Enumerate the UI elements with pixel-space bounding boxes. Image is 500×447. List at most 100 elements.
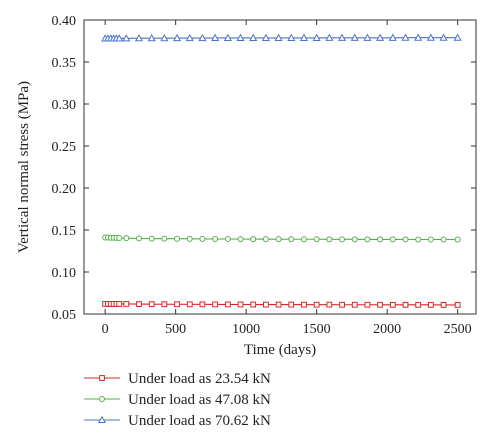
data-point (301, 301, 307, 308)
legend-marker (99, 396, 105, 402)
data-point (148, 235, 155, 242)
data-point (287, 33, 296, 41)
x-tick-label: 1500 (303, 322, 331, 337)
legend-marker (99, 375, 105, 381)
data-point (250, 301, 257, 308)
data-point (377, 236, 384, 243)
data-point (389, 236, 396, 243)
legend-label: Under load as 47.08 kN (128, 392, 271, 408)
data-point (351, 301, 358, 308)
legend-entry-23-54-kn: Under load as 23.54 kN (84, 371, 271, 387)
y-ticks: 0.05 0.10 0.15 0.20 0.25 0.30 0.35 0.40 (52, 14, 476, 323)
y-tick-label: 0.35 (52, 56, 77, 71)
data-point (350, 33, 359, 41)
data-point (116, 234, 123, 241)
data-point (212, 301, 219, 308)
data-point (136, 301, 142, 307)
data-point (415, 236, 422, 243)
data-point (174, 301, 180, 308)
data-point (199, 235, 206, 242)
data-point (313, 236, 320, 243)
x-tick-label: 1000 (232, 322, 260, 337)
data-point (211, 33, 220, 42)
legend-entry-70-62-kn: Under load as 70.62 kN (84, 413, 271, 429)
data-point (237, 236, 244, 243)
data-point (389, 301, 396, 308)
series-2 (101, 33, 462, 42)
data-point (212, 235, 219, 242)
series-0 (102, 301, 461, 308)
x-axis-label: Time (days) (244, 342, 316, 358)
data-point (402, 301, 409, 308)
data-point (223, 33, 232, 42)
data-point (224, 235, 231, 242)
data-point (123, 235, 130, 242)
data-point (351, 236, 358, 243)
series-1 (102, 234, 461, 243)
data-point (116, 301, 123, 307)
data-point (261, 33, 270, 41)
data-point (275, 236, 282, 243)
y-tick-label: 0.30 (52, 98, 77, 113)
data-point (249, 33, 258, 42)
data-point (426, 33, 435, 41)
data-point (262, 236, 269, 243)
plot-frame (83, 19, 477, 315)
x-tick-label: 2000 (373, 322, 401, 337)
data-point (198, 33, 207, 42)
data-point (173, 33, 182, 42)
y-tick-label: 0.15 (52, 224, 77, 239)
data-point (236, 33, 245, 42)
data-point (123, 301, 130, 307)
x-tick-label: 0 (102, 322, 109, 337)
legend-entry-47-08-kn: Under load as 47.08 kN (84, 392, 271, 408)
data-point (439, 33, 448, 41)
data-point (186, 235, 193, 242)
data-point (174, 235, 181, 242)
data-point (161, 235, 168, 242)
data-point (414, 33, 423, 41)
data-point (147, 33, 156, 42)
y-tick-label: 0.05 (52, 308, 77, 323)
data-point (288, 301, 295, 308)
data-point (250, 236, 257, 243)
data-point (224, 301, 231, 308)
data-point (274, 33, 283, 41)
data-point (363, 33, 372, 41)
data-point (326, 236, 333, 243)
data-point (122, 34, 131, 42)
data-point (115, 34, 124, 42)
data-point (377, 301, 384, 308)
data-point (262, 301, 269, 308)
data-point (275, 301, 282, 308)
legend-label: Under load as 23.54 kN (128, 371, 271, 387)
data-point (325, 33, 334, 41)
data-point (339, 301, 345, 308)
y-tick-label: 0.10 (52, 266, 77, 281)
y-axis-label: Vertical normal stress (MPa) (16, 81, 32, 253)
data-point (427, 301, 434, 308)
data-point (185, 33, 194, 42)
data-point (186, 301, 193, 308)
data-point (376, 33, 385, 41)
data-point (326, 301, 333, 308)
data-point (288, 236, 295, 243)
data-point (440, 302, 447, 308)
data-point (453, 33, 462, 41)
y-tick-label: 0.40 (52, 14, 77, 29)
data-point (415, 301, 422, 308)
data-point (364, 301, 371, 308)
data-point (454, 302, 461, 308)
data-point (337, 33, 347, 41)
data-point (388, 33, 397, 41)
data-point (339, 236, 346, 243)
data-point (427, 236, 434, 243)
data-point (440, 236, 447, 243)
x-tick-label: 500 (165, 322, 186, 337)
data-point (135, 235, 142, 242)
axes (83, 19, 477, 315)
data-point (364, 236, 371, 243)
x-tick-label: 2500 (444, 322, 472, 337)
data-point (299, 33, 309, 41)
